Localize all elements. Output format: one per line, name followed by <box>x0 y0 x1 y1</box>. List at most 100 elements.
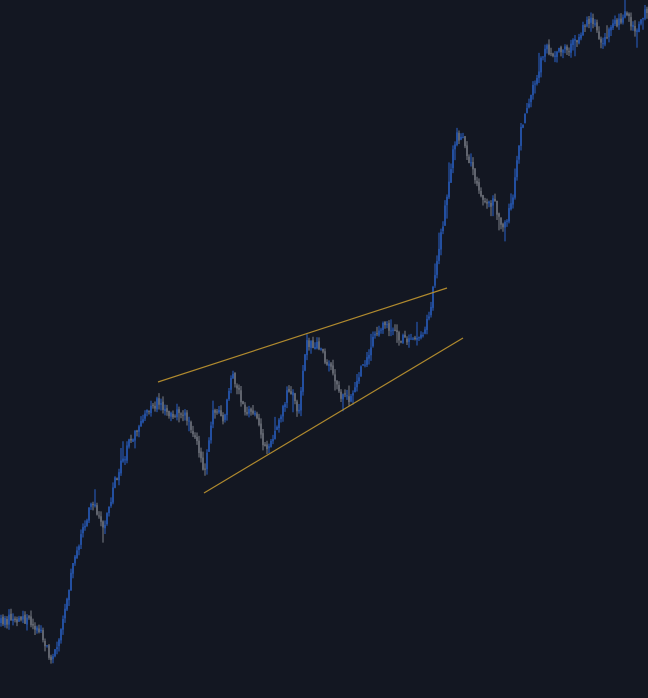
candle-body <box>320 348 322 350</box>
candle-body <box>492 198 494 206</box>
candle-body <box>422 335 424 337</box>
candle-body <box>168 411 170 417</box>
candle-body <box>516 160 518 178</box>
candle-body <box>314 347 316 350</box>
candle-body <box>230 378 232 390</box>
candle-body <box>16 619 18 623</box>
candle-body <box>570 43 572 53</box>
candle-body <box>386 324 388 326</box>
candle-body <box>568 51 570 53</box>
candle-body <box>166 408 168 412</box>
candle-body <box>284 404 286 408</box>
candle-body <box>446 196 448 206</box>
candle-body <box>310 341 312 348</box>
candle-body <box>268 446 270 449</box>
candle-body <box>332 365 334 374</box>
candle-body <box>400 341 402 343</box>
candle-body <box>28 616 30 618</box>
candle-body <box>30 616 32 626</box>
candle-body <box>428 316 430 319</box>
candle-body <box>52 656 54 660</box>
candle-body <box>22 616 24 620</box>
candle-body <box>598 31 600 39</box>
candle-body <box>2 616 4 625</box>
candle-body <box>324 351 326 363</box>
candle-body <box>56 647 58 650</box>
candle-body <box>188 420 190 422</box>
candle-body <box>292 392 294 396</box>
candle-body <box>242 401 244 405</box>
candle-body <box>622 17 624 23</box>
candle-body <box>240 390 242 403</box>
candle-body <box>288 388 290 392</box>
candle-body <box>282 406 284 417</box>
candle-body <box>342 394 344 400</box>
candle-body <box>336 381 338 385</box>
candle-body <box>584 25 586 27</box>
candle-body <box>294 393 296 402</box>
candle-body <box>406 338 408 343</box>
candle-body <box>82 527 84 534</box>
candle-body <box>346 395 348 397</box>
candle-body <box>482 195 484 200</box>
candle-body <box>164 408 166 412</box>
candle-body <box>194 435 196 438</box>
candle-body <box>174 416 176 418</box>
lower-trendline[interactable] <box>203 337 464 494</box>
candle-body <box>410 338 412 340</box>
candle-body <box>300 390 302 411</box>
candle-body <box>98 515 100 517</box>
candle-body <box>374 333 376 336</box>
candle-body <box>426 318 428 330</box>
candle-body <box>388 323 390 331</box>
candle-body <box>38 628 40 633</box>
candle-body <box>414 337 416 340</box>
candle-body <box>542 56 544 58</box>
candle-body <box>192 431 194 435</box>
candle-body <box>72 563 74 574</box>
candle-body <box>574 39 576 41</box>
candle-body <box>200 451 202 459</box>
candle-body <box>338 385 340 392</box>
candle-body <box>454 144 456 150</box>
candle-body <box>376 333 378 335</box>
candle-body <box>582 25 584 36</box>
candle-body <box>348 396 350 403</box>
candle-body <box>384 321 386 326</box>
candle-body <box>596 22 598 31</box>
candle-body <box>92 503 94 506</box>
candle-body <box>550 53 552 55</box>
candle-body <box>120 460 122 474</box>
candle-body <box>252 410 254 414</box>
candle-body <box>274 430 276 439</box>
candle-body <box>506 220 508 222</box>
candle-body <box>370 347 372 356</box>
candle-body <box>318 341 320 350</box>
candle-body <box>40 629 42 632</box>
candle-body <box>510 203 512 210</box>
candle-body <box>538 71 540 78</box>
candle-body <box>556 51 558 57</box>
candle-body <box>290 391 292 395</box>
candle-body <box>224 414 226 420</box>
candle-body <box>486 201 488 204</box>
candle-body <box>352 393 354 396</box>
candle-body <box>544 48 546 57</box>
candle-body <box>444 205 446 226</box>
candle-body <box>500 217 502 225</box>
candle-body <box>630 17 632 27</box>
candle-body <box>548 44 550 55</box>
upper-trendline[interactable] <box>157 287 448 383</box>
candle-body <box>452 149 454 169</box>
candle-body <box>278 419 280 428</box>
candle-body <box>106 513 108 525</box>
candle-body <box>136 430 138 432</box>
candle-body <box>372 336 374 347</box>
candle-body <box>532 84 534 96</box>
candle-body <box>512 197 514 205</box>
candle-body <box>644 9 646 19</box>
candle-body <box>46 645 48 647</box>
candle-body <box>484 200 486 202</box>
